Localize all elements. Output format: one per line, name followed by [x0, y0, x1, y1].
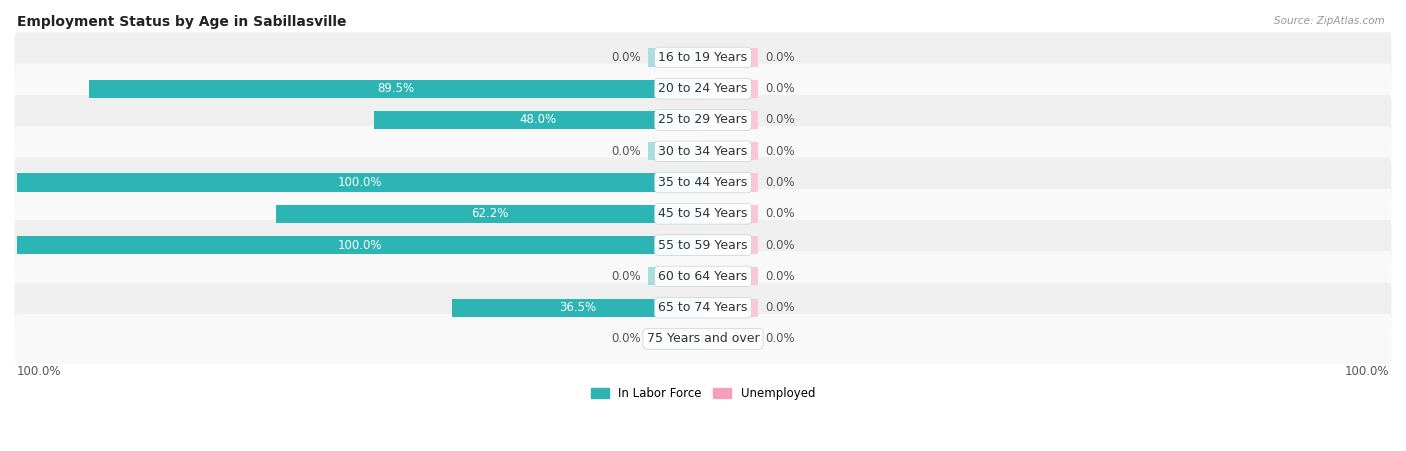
- Text: 0.0%: 0.0%: [765, 207, 794, 221]
- Bar: [276, 205, 703, 223]
- Text: 60 to 64 Years: 60 to 64 Years: [658, 270, 748, 283]
- Text: 0.0%: 0.0%: [765, 332, 794, 345]
- Bar: [276, 205, 703, 223]
- Text: 62.2%: 62.2%: [471, 207, 508, 221]
- Bar: [703, 111, 758, 129]
- FancyBboxPatch shape: [14, 283, 1392, 333]
- Text: 0.0%: 0.0%: [765, 270, 794, 283]
- Bar: [703, 299, 758, 317]
- FancyBboxPatch shape: [14, 157, 1392, 207]
- FancyBboxPatch shape: [14, 189, 1392, 239]
- Text: 0.0%: 0.0%: [765, 239, 794, 252]
- Bar: [374, 111, 703, 129]
- Text: 0.0%: 0.0%: [612, 51, 641, 64]
- Text: 55 to 59 Years: 55 to 59 Years: [658, 239, 748, 252]
- Text: 0.0%: 0.0%: [765, 51, 794, 64]
- FancyBboxPatch shape: [14, 32, 1392, 83]
- Text: 0.0%: 0.0%: [612, 145, 641, 158]
- Text: 0.0%: 0.0%: [612, 332, 641, 345]
- Legend: In Labor Force, Unemployed: In Labor Force, Unemployed: [586, 382, 820, 405]
- Text: Source: ZipAtlas.com: Source: ZipAtlas.com: [1274, 16, 1385, 26]
- Text: 100.0%: 100.0%: [1346, 364, 1389, 377]
- Text: 36.5%: 36.5%: [560, 301, 596, 314]
- Text: 75 Years and over: 75 Years and over: [647, 332, 759, 345]
- FancyBboxPatch shape: [14, 220, 1392, 270]
- Bar: [89, 80, 703, 98]
- Bar: [17, 174, 703, 192]
- Text: 0.0%: 0.0%: [765, 82, 794, 95]
- FancyBboxPatch shape: [14, 64, 1392, 114]
- FancyBboxPatch shape: [14, 314, 1392, 364]
- Text: 100.0%: 100.0%: [337, 239, 382, 252]
- Bar: [703, 142, 758, 161]
- Bar: [703, 236, 758, 254]
- Text: 0.0%: 0.0%: [765, 145, 794, 158]
- Bar: [17, 174, 703, 192]
- Bar: [648, 330, 703, 348]
- Bar: [703, 330, 758, 348]
- Bar: [374, 111, 703, 129]
- Text: 89.5%: 89.5%: [377, 82, 415, 95]
- Bar: [703, 48, 758, 66]
- Bar: [648, 267, 703, 285]
- Bar: [17, 236, 703, 254]
- Bar: [648, 48, 703, 66]
- Text: 0.0%: 0.0%: [765, 114, 794, 126]
- Text: 35 to 44 Years: 35 to 44 Years: [658, 176, 748, 189]
- Text: 20 to 24 Years: 20 to 24 Years: [658, 82, 748, 95]
- Bar: [17, 236, 703, 254]
- Bar: [703, 267, 758, 285]
- Bar: [453, 299, 703, 317]
- Text: 100.0%: 100.0%: [17, 364, 60, 377]
- Bar: [648, 142, 703, 161]
- Text: 16 to 19 Years: 16 to 19 Years: [658, 51, 748, 64]
- Text: 65 to 74 Years: 65 to 74 Years: [658, 301, 748, 314]
- Bar: [703, 174, 758, 192]
- Text: 25 to 29 Years: 25 to 29 Years: [658, 114, 748, 126]
- Text: Employment Status by Age in Sabillasville: Employment Status by Age in Sabillasvill…: [17, 15, 346, 29]
- Bar: [703, 80, 758, 98]
- FancyBboxPatch shape: [14, 251, 1392, 301]
- Text: 0.0%: 0.0%: [612, 270, 641, 283]
- Bar: [703, 205, 758, 223]
- Text: 0.0%: 0.0%: [765, 301, 794, 314]
- Text: 100.0%: 100.0%: [337, 176, 382, 189]
- Text: 0.0%: 0.0%: [765, 176, 794, 189]
- FancyBboxPatch shape: [14, 126, 1392, 176]
- FancyBboxPatch shape: [14, 95, 1392, 145]
- Text: 45 to 54 Years: 45 to 54 Years: [658, 207, 748, 221]
- Text: 48.0%: 48.0%: [520, 114, 557, 126]
- Bar: [89, 80, 703, 98]
- Text: 30 to 34 Years: 30 to 34 Years: [658, 145, 748, 158]
- Bar: [453, 299, 703, 317]
